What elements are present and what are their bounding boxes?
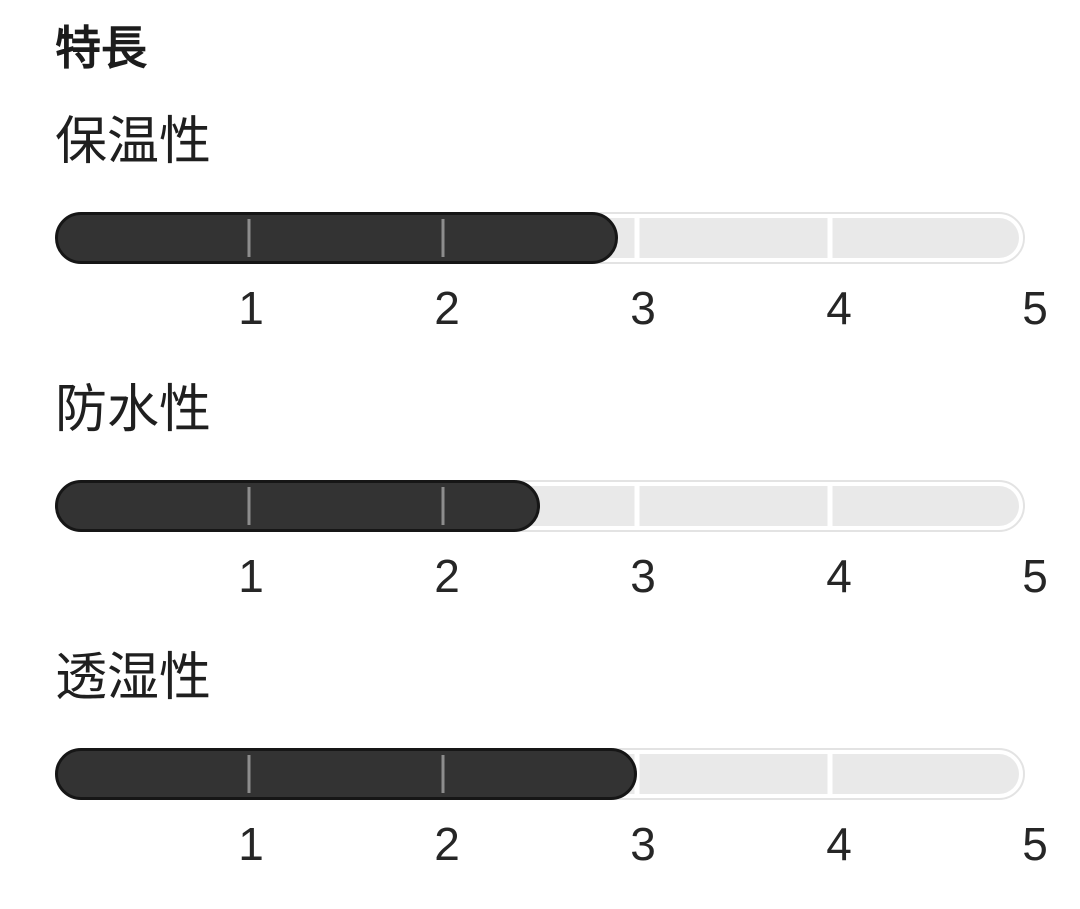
fill-tick (247, 487, 251, 526)
scale-label-5: 5 (1022, 550, 1048, 603)
scale-label-5: 5 (1022, 818, 1048, 871)
segment-divider (827, 217, 833, 260)
segment-divider (827, 485, 833, 528)
meter-scale: 1 2 3 4 5 (55, 282, 1048, 335)
scale-label-1: 1 (238, 818, 264, 871)
scale-label-3: 3 (630, 282, 656, 335)
fill-tick (441, 487, 445, 526)
scale-label-4: 4 (826, 818, 852, 871)
scale-label-2: 2 (434, 818, 460, 871)
fill-tick (441, 755, 445, 794)
scale-label-2: 2 (434, 282, 460, 335)
scale-label-4: 4 (826, 282, 852, 335)
fill-tick (247, 755, 251, 794)
scale-label-3: 3 (630, 818, 656, 871)
meter-scale: 1 2 3 4 5 (55, 818, 1048, 871)
scale-label-2: 2 (434, 550, 460, 603)
fill-tick (247, 219, 251, 258)
feature-label: 保温性 (55, 113, 212, 172)
scale-label-1: 1 (238, 282, 264, 335)
rating-meter (55, 748, 1025, 801)
fill-tick (441, 219, 445, 258)
meter-fill (55, 480, 540, 533)
scale-label-3: 3 (630, 550, 656, 603)
rating-meter (55, 212, 1025, 265)
meter-scale: 1 2 3 4 5 (55, 550, 1048, 603)
segment-divider (634, 217, 640, 260)
scale-label-4: 4 (826, 550, 852, 603)
rating-meter (55, 480, 1025, 533)
scale-label-5: 5 (1022, 282, 1048, 335)
feature-label: 防水性 (55, 381, 212, 440)
meter-fill (55, 212, 618, 265)
feature-label: 透湿性 (55, 649, 212, 708)
page-title: 特長 (55, 22, 147, 74)
meter-fill (55, 748, 637, 801)
segment-divider (827, 753, 833, 796)
scale-label-1: 1 (238, 550, 264, 603)
segment-divider (634, 485, 640, 528)
